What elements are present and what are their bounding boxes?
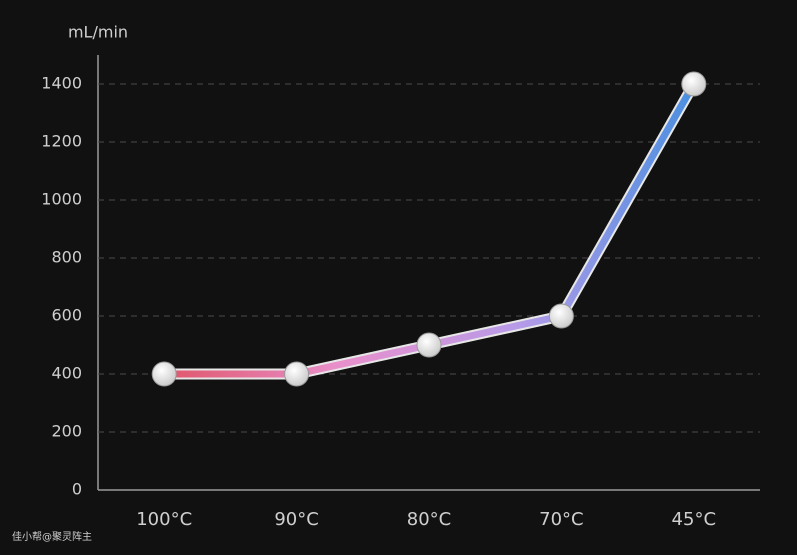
x-tick-label: 90°C [274,509,318,530]
x-tick-label: 100°C [136,509,192,530]
x-tick-label: 70°C [539,509,583,530]
watermark: 佳小帮@聚灵阵主 [12,530,92,543]
y-tick-label: 600 [51,306,82,325]
y-tick-label: 0 [72,480,82,499]
x-tick-label: 80°C [407,509,451,530]
y-tick-label: 800 [51,248,82,267]
point [151,361,177,387]
point [681,71,707,97]
point [548,303,574,329]
y-tick-label: 1200 [41,132,82,151]
point [284,361,310,387]
point [416,332,442,358]
y-tick-label: 400 [51,364,82,383]
y-tick-label: 1400 [41,74,82,93]
x-tick-label: 45°C [672,509,716,530]
y-tick-label: 200 [51,422,82,441]
y-axis-label: mL/min [68,23,128,42]
y-tick-label: 1000 [41,190,82,209]
